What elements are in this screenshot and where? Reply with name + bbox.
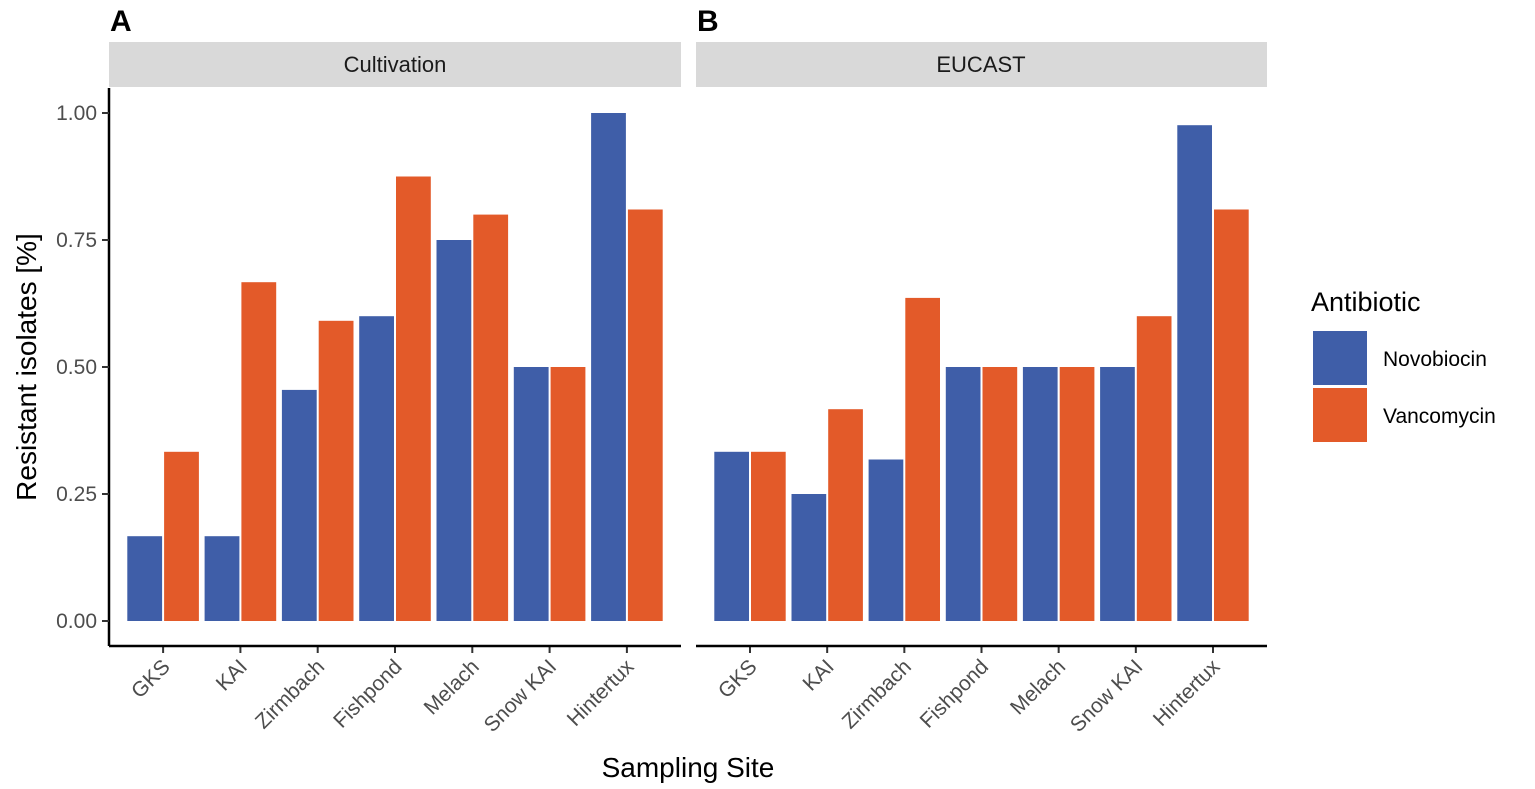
x-tick-label-eucast-kai: KAI [799, 655, 839, 695]
panel-letter-a: A [110, 5, 132, 38]
facet-label-cultivation: Cultivation [344, 52, 447, 77]
bar-cultivation-gks-novobiocin [127, 536, 163, 621]
facet-strip-cultivation [109, 42, 681, 87]
x-tick-label-eucast-hintertux: Hintertux [1149, 655, 1225, 731]
y-tick-label-3: 0.75 [56, 229, 97, 252]
bar-cultivation-fishpond-vancomycin [396, 176, 431, 621]
x-tick-label-eucast-snow-kai: Snow KAI [1066, 655, 1147, 736]
x-tick-label-cultivation-kai: KAI [212, 655, 252, 695]
y-tick-label-2: 0.50 [56, 356, 97, 379]
bar-eucast-kai-novobiocin [791, 494, 827, 621]
y-tick-label-0: 0.00 [56, 610, 97, 633]
bar-eucast-snow-kai-novobiocin [1100, 367, 1135, 621]
x-tick-label-eucast-fishpond: Fishpond [916, 655, 993, 732]
x-tick-label-cultivation-zirmbach: Zirmbach [251, 655, 329, 733]
bar-eucast-snow-kai-vancomycin [1136, 316, 1172, 621]
panel-letter-b: B [697, 5, 719, 38]
bar-cultivation-melach-vancomycin [473, 214, 509, 621]
x-tick-label-cultivation-gks: GKS [127, 655, 175, 703]
bar-eucast-zirmbach-novobiocin [868, 459, 904, 621]
bar-cultivation-fishpond-novobiocin [359, 316, 394, 621]
bar-cultivation-hintertux-novobiocin [591, 113, 626, 621]
x-tick-label-cultivation-fishpond: Fishpond [329, 655, 406, 732]
legend-key-vancomycin [1313, 388, 1367, 442]
bar-eucast-kai-vancomycin [828, 409, 863, 621]
x-axis-title: Sampling Site [602, 752, 775, 783]
bar-cultivation-kai-vancomycin [241, 282, 277, 621]
x-tick-label-eucast-zirmbach: Zirmbach [838, 655, 916, 733]
bar-cultivation-zirmbach-vancomycin [318, 320, 354, 621]
bar-cultivation-snow-kai-vancomycin [550, 367, 586, 621]
bar-cultivation-zirmbach-novobiocin [281, 389, 317, 621]
x-tick-label-cultivation-melach: Melach [420, 655, 484, 719]
bar-eucast-hintertux-novobiocin [1177, 125, 1212, 621]
bar-eucast-fishpond-novobiocin [945, 367, 981, 621]
x-tick-label-cultivation-hintertux: Hintertux [563, 655, 639, 731]
bar-cultivation-hintertux-vancomycin [627, 209, 663, 621]
x-tick-label-eucast-melach: Melach [1006, 655, 1070, 719]
y-axis-title: Resistant isolates [%] [11, 233, 42, 501]
bar-eucast-zirmbach-vancomycin [905, 297, 940, 621]
y-tick-label-4: 1.00 [56, 102, 97, 125]
facet-strip-eucast [696, 42, 1267, 87]
legend-label-vancomycin: Vancomycin [1383, 405, 1496, 428]
bar-eucast-melach-vancomycin [1059, 367, 1095, 621]
legend: Antibiotic Novobiocin Vancomycin [1311, 287, 1496, 442]
bar-cultivation-kai-novobiocin [204, 536, 240, 621]
bar-eucast-hintertux-vancomycin [1214, 209, 1249, 621]
x-tick-label-cultivation-snow-kai: Snow KAI [480, 655, 561, 736]
facet-label-eucast: EUCAST [936, 52, 1025, 77]
bars-layer [127, 113, 1249, 621]
y-tick-label-1: 0.25 [56, 483, 97, 506]
bar-eucast-gks-novobiocin [714, 451, 749, 621]
bar-cultivation-melach-novobiocin [436, 240, 472, 621]
legend-key-novobiocin [1313, 331, 1367, 385]
bar-eucast-gks-vancomycin [751, 451, 786, 621]
bar-eucast-melach-novobiocin [1022, 367, 1058, 621]
bar-cultivation-snow-kai-novobiocin [513, 367, 549, 621]
bar-cultivation-gks-vancomycin [164, 451, 199, 621]
x-tick-label-eucast-gks: GKS [714, 655, 762, 703]
bar-eucast-fishpond-vancomycin [982, 367, 1018, 621]
legend-title: Antibiotic [1311, 287, 1421, 317]
legend-label-novobiocin: Novobiocin [1383, 348, 1487, 371]
